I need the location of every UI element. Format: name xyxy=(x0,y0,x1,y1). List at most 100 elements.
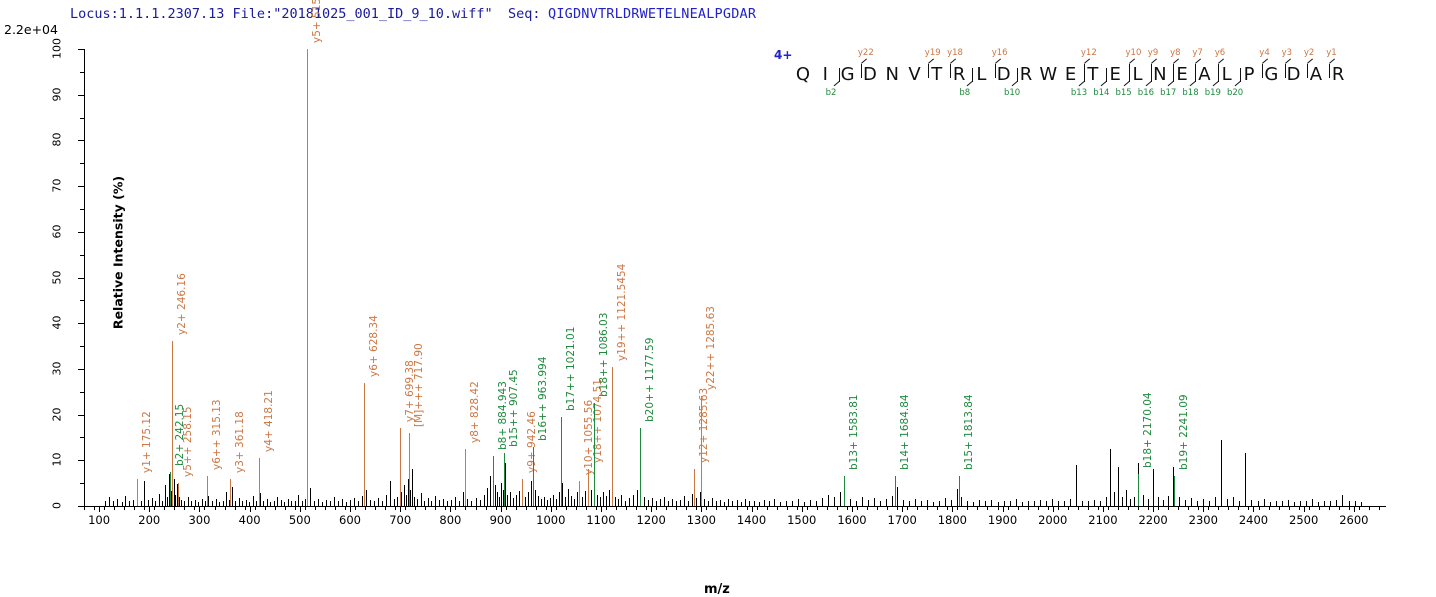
peak-label: y12+ 1285.63 xyxy=(698,388,711,464)
x-axis-minor-tick xyxy=(776,506,778,510)
y-axis-tick xyxy=(78,186,84,188)
x-axis-minor-tick xyxy=(987,506,989,510)
background-peak xyxy=(1015,499,1017,506)
background-peak xyxy=(1293,501,1295,506)
background-peak xyxy=(489,476,491,506)
peak-label: y5++ 258.15 xyxy=(182,406,195,478)
x-axis-tick xyxy=(952,506,954,512)
background-peak xyxy=(496,492,498,506)
x-axis-minor-tick xyxy=(766,506,768,510)
y-axis-minor-tick xyxy=(80,117,84,119)
peak-label: b15++ 907.45 xyxy=(508,369,521,448)
background-peak xyxy=(656,500,658,506)
b-ion-cut-mark xyxy=(1190,68,1200,87)
x-axis-tick-label: 1100 xyxy=(586,513,616,527)
b-ion-cut-mark xyxy=(967,68,977,87)
x-axis-minor-tick xyxy=(575,506,577,510)
background-peak xyxy=(768,501,770,506)
x-axis-minor-tick xyxy=(224,506,226,510)
x-axis-tick xyxy=(651,506,653,512)
background-peak xyxy=(109,496,111,506)
y-ion-label: y22 xyxy=(857,48,874,58)
background-peak xyxy=(414,496,416,506)
background-peak xyxy=(1033,501,1035,506)
background-peak xyxy=(1257,501,1259,506)
background-peak xyxy=(105,500,107,506)
background-peak xyxy=(546,500,548,506)
background-peak xyxy=(1153,469,1155,506)
x-axis-tick-label: 1000 xyxy=(536,513,566,527)
ladder-residue: W xyxy=(1039,64,1058,85)
background-peak xyxy=(1341,494,1343,506)
background-peak xyxy=(219,501,221,506)
ladder-residue: P xyxy=(1243,64,1255,85)
background-peak xyxy=(463,492,465,506)
background-peak xyxy=(728,498,730,506)
background-peak xyxy=(1317,501,1319,506)
b-ion-label: b16 xyxy=(1137,88,1155,98)
peak-label: y6++ 315.13 xyxy=(211,399,224,471)
y-axis-minor-tick xyxy=(80,71,84,73)
background-peak xyxy=(573,498,575,506)
y-axis-minor-tick xyxy=(80,300,84,302)
annotated-peak xyxy=(578,480,580,506)
background-peak xyxy=(1045,501,1047,506)
background-peak xyxy=(1215,496,1217,506)
annotated-peak xyxy=(399,428,401,506)
background-peak xyxy=(1299,500,1301,506)
peak-label: b16++ 963.994 xyxy=(536,356,549,441)
background-peak xyxy=(1134,496,1136,506)
background-peak xyxy=(175,495,177,506)
y-axis-tick-label: 60 xyxy=(50,224,64,239)
background-peak xyxy=(967,500,969,506)
peak-label: y6+ 628.34 xyxy=(368,314,381,377)
background-peak xyxy=(158,494,160,506)
background-peak xyxy=(874,497,876,506)
ladder-residue: R xyxy=(952,64,966,85)
x-axis-minor-tick xyxy=(977,506,979,510)
x-axis-minor-tick xyxy=(646,506,648,510)
background-peak xyxy=(341,499,343,506)
background-peak xyxy=(141,501,143,506)
background-peak xyxy=(358,500,360,506)
x-axis-minor-tick xyxy=(104,506,106,510)
background-peak xyxy=(609,490,611,506)
background-peak xyxy=(1179,496,1181,506)
x-axis-minor-tick xyxy=(174,506,176,510)
annotated-peak xyxy=(170,471,172,506)
peak-label: y3+ 361.18 xyxy=(234,410,247,473)
b-ion-cut-mark xyxy=(833,68,844,87)
y-ion-label: y8 xyxy=(1170,48,1181,58)
background-peak xyxy=(633,494,635,506)
x-axis-tick-label: 2600 xyxy=(1339,513,1369,527)
annotated-peak xyxy=(258,458,260,506)
x-axis-tick xyxy=(1303,506,1305,512)
x-axis-minor-tick xyxy=(385,506,387,510)
background-peak xyxy=(394,499,396,506)
x-axis-minor-tick xyxy=(626,506,628,510)
background-peak xyxy=(676,501,678,506)
seq-label: Seq: xyxy=(508,6,541,22)
x-axis-minor-tick xyxy=(1168,506,1170,510)
x-axis-minor-tick xyxy=(465,506,467,510)
peak-label: b18+ 2170.04 xyxy=(1142,392,1155,468)
y-axis-tick-label: 90 xyxy=(50,87,64,102)
background-peak xyxy=(270,501,272,506)
y-axis-tick-label: 50 xyxy=(50,270,64,284)
x-axis-minor-tick xyxy=(1318,506,1320,510)
background-peak xyxy=(534,490,536,506)
x-axis-tick-label: 1200 xyxy=(636,513,666,527)
annotated-peak xyxy=(230,478,232,506)
background-peak xyxy=(273,500,275,506)
x-axis-minor-tick xyxy=(1258,506,1260,510)
background-peak xyxy=(198,501,200,506)
background-peak xyxy=(629,497,631,506)
background-peak xyxy=(1039,499,1041,506)
background-peak xyxy=(249,501,251,506)
x-axis-minor-tick xyxy=(1007,506,1009,510)
x-axis-minor-tick xyxy=(1208,506,1210,510)
background-peak xyxy=(1099,500,1101,506)
x-axis-tick-label: 1300 xyxy=(686,513,716,527)
background-peak xyxy=(524,496,526,506)
peak-label: y1+ 175.12 xyxy=(140,410,153,473)
